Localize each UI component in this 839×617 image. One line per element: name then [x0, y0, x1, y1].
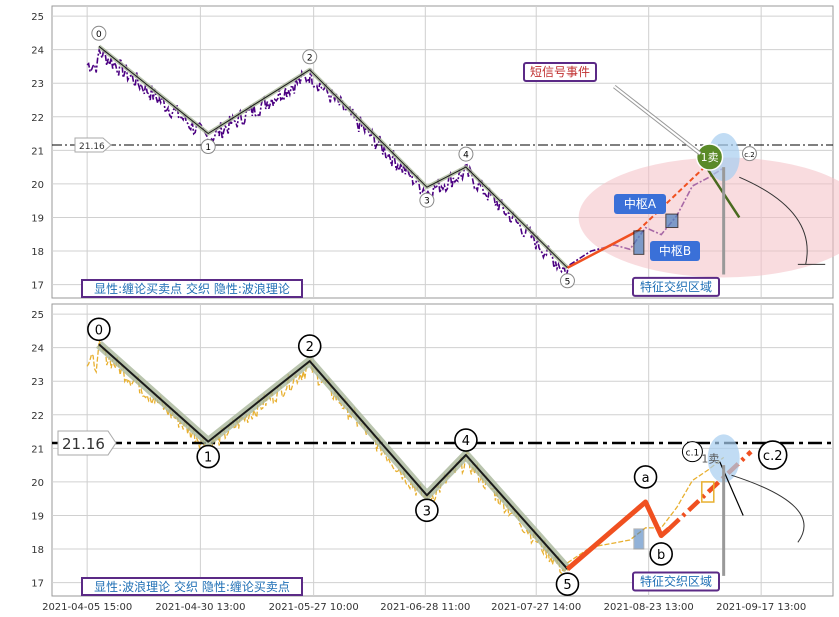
top-panel: 17181920212223242521.161卖短信号事件中枢A中枢B特征交织… — [31, 5, 839, 299]
caption-box — [81, 577, 303, 596]
wave-point-marker — [415, 498, 439, 523]
x-tick-label: 2021-08-23 13:00 — [604, 602, 694, 613]
curved-arrow — [731, 474, 805, 543]
zhongshu-b-label: 中枢B — [659, 243, 691, 258]
feature-zone-label: 特征交织区域 — [640, 574, 712, 589]
x-tick-label: 2021-06-28 11:00 — [380, 602, 470, 613]
sell-faded-label: 1卖 — [701, 452, 719, 465]
reference-value-arrow — [57, 430, 117, 456]
y-tick-label: 25 — [31, 310, 44, 321]
wave-point-marker — [555, 572, 580, 596]
feature-zone-label: 特征交织区域 — [640, 279, 712, 294]
zhongshu-b-label-box — [650, 240, 700, 261]
c1-marker — [681, 441, 703, 463]
y-tick-label: 24 — [31, 46, 44, 57]
zhongshu-a-box — [633, 230, 645, 255]
wave-point-marker — [458, 146, 474, 162]
zhongshu-a-label: 中枢A — [624, 196, 657, 211]
wave-point-label: 0 — [96, 30, 102, 40]
curved-arrow — [739, 176, 808, 265]
orange-wave-segment — [566, 229, 639, 269]
wave-point-marker — [633, 465, 658, 489]
wave-point-label: 1 — [204, 451, 212, 466]
feature-zone-box — [632, 571, 720, 592]
wave-point-label: 5 — [563, 578, 571, 593]
y-tick-label: 19 — [31, 213, 44, 224]
y-tick-label: 25 — [31, 12, 44, 23]
reference-value-label: 21.16 — [79, 142, 105, 152]
y-tick-label: 23 — [31, 79, 44, 90]
caption-label: 显性:波浪理论 交织 隐性:缠论买卖点 — [94, 579, 290, 594]
wave-point-marker — [419, 192, 435, 208]
wave-point-label: 0 — [95, 323, 103, 338]
wave-point-label: 3 — [424, 197, 430, 207]
blue-halo — [707, 434, 740, 483]
wave-point-label: b — [657, 548, 665, 563]
x-tick-label: 2021-04-30 13:00 — [155, 602, 245, 613]
wave-point-marker — [649, 542, 673, 566]
x-tick-label: 2021-09-17 13:00 — [716, 602, 806, 613]
y-tick-label: 18 — [31, 247, 44, 258]
signal-event-box — [523, 62, 597, 83]
sell-signal-marker — [695, 143, 724, 171]
feature-zone-box — [632, 276, 720, 297]
wave-point-marker — [200, 139, 216, 155]
wave-point-label: 1 — [205, 143, 211, 153]
green-down-segment — [703, 163, 741, 219]
wave-point-marker — [454, 428, 478, 452]
orange-wave-segment — [565, 499, 671, 572]
y-tick-label: 20 — [31, 180, 44, 191]
y-tick-label: 20 — [31, 478, 44, 489]
signal-event-label: 短信号事件 — [530, 65, 590, 79]
wave-point-marker — [302, 49, 318, 65]
wave-point-label: 3 — [423, 504, 431, 519]
wave-point-marker — [196, 444, 220, 469]
zhongshu-b-box — [665, 213, 679, 229]
y-tick-label: 19 — [31, 511, 44, 522]
x-tick-label: 2021-05-27 10:00 — [269, 602, 359, 613]
wave-line — [98, 45, 568, 269]
y-tick-label: 21 — [31, 444, 44, 455]
y-tick-label: 18 — [31, 545, 44, 556]
caption-box — [81, 279, 303, 298]
wave-point-marker — [297, 334, 322, 358]
c1-label: c.1 — [686, 449, 700, 459]
wave-point-marker — [559, 273, 575, 289]
wave-point-label: a — [642, 471, 650, 486]
wave-point-marker — [757, 440, 788, 470]
zhongshu-a-label-box — [614, 193, 666, 214]
wave-point-label: c.2 — [744, 151, 755, 159]
reference-value-arrow — [74, 137, 112, 153]
plot-frame — [51, 303, 834, 597]
signal-pointer-inner — [613, 85, 701, 155]
orange-dashed-segment — [637, 163, 709, 232]
wave-point-label: 4 — [463, 151, 469, 161]
x-tick-label: 2021-04-05 15:00 — [42, 602, 132, 613]
wave-point-label: 2 — [307, 53, 313, 63]
wave-point-marker — [87, 317, 111, 342]
wave-point-label: 2 — [306, 340, 314, 355]
y-tick-label: 24 — [31, 344, 44, 355]
caption-label: 显性:缠论买卖点 交织 隐性:波浪理论 — [94, 281, 290, 296]
y-tick-label: 22 — [31, 411, 44, 422]
zhongshu-box — [633, 528, 645, 550]
x-tick-label: 2021-07-27 14:00 — [491, 602, 581, 613]
wave-point-label: c.2 — [763, 449, 783, 464]
wave-point-label: 4 — [462, 434, 470, 449]
y-tick-label: 17 — [31, 579, 44, 590]
y-tick-label: 21 — [31, 146, 44, 157]
wave-point-marker — [91, 25, 107, 41]
wave-line — [98, 343, 569, 570]
zhongshu-box-small — [701, 481, 715, 503]
sell-signal-label: 1卖 — [701, 151, 719, 164]
y-tick-label: 23 — [31, 377, 44, 388]
y-tick-label: 17 — [31, 281, 44, 292]
y-tick-label: 22 — [31, 113, 44, 124]
wave-point-marker — [741, 146, 757, 162]
wave-point-label: 5 — [565, 277, 571, 287]
reference-value-label: 21.16 — [62, 435, 105, 453]
